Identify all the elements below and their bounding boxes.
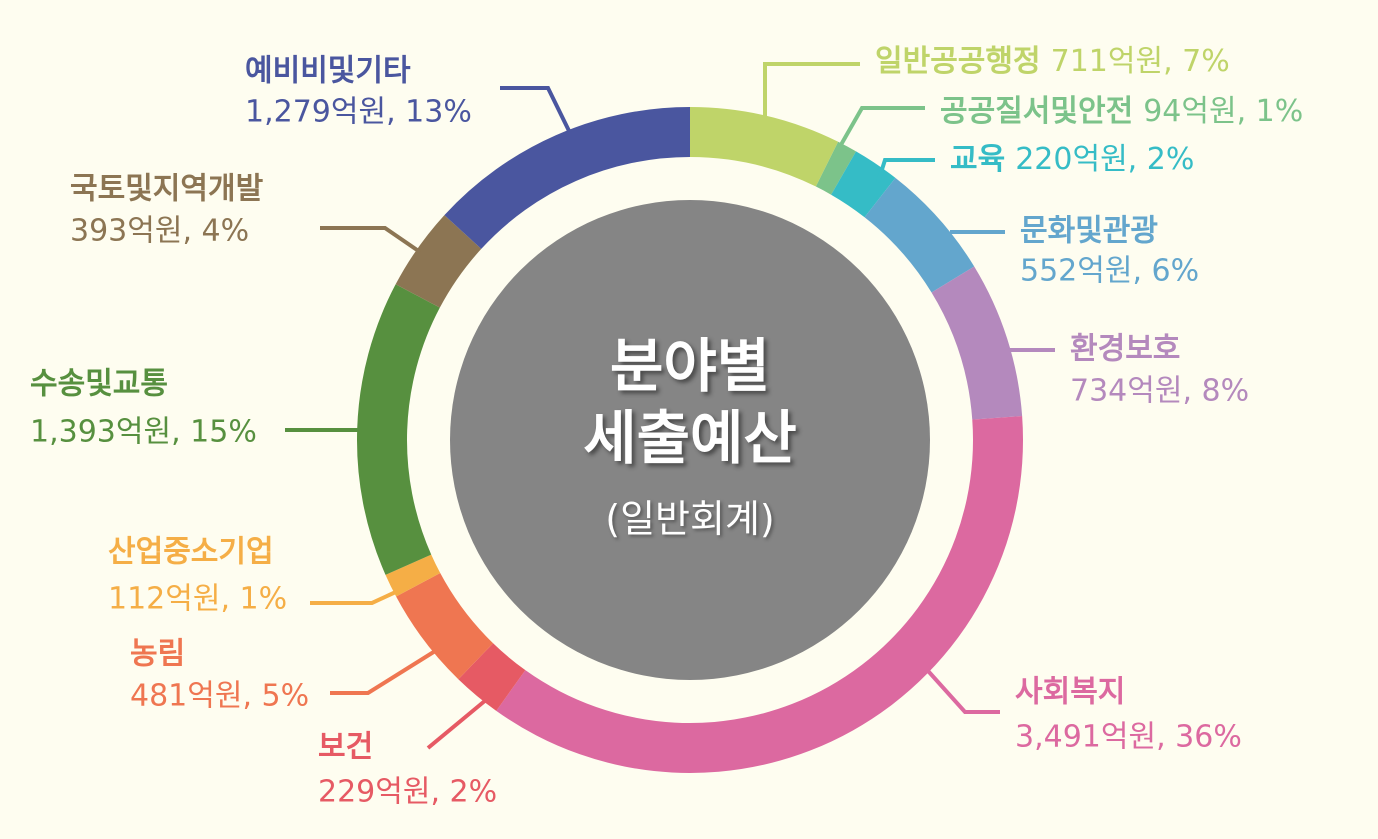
segment-label: 공공질서및안전 94억원, 1% <box>940 94 1303 129</box>
category-label: 예비비및기타 <box>245 54 411 89</box>
donut-segment <box>496 415 1023 774</box>
donut-segment <box>396 573 494 680</box>
leader-line <box>918 660 1000 714</box>
donut-segment <box>864 177 975 293</box>
center-label: 분야별 세출예산 (일반회계) <box>530 330 850 543</box>
leader-line <box>310 588 401 605</box>
leader-line <box>836 106 925 151</box>
category-label: 보건 <box>318 730 373 765</box>
value-label: 229억원, 2% <box>318 775 497 810</box>
value-label: 112억원, 1% <box>108 582 287 617</box>
donut-segment <box>395 215 482 308</box>
leader-line <box>876 158 935 183</box>
leader-line <box>763 62 860 120</box>
value-label: 711억원, 7% <box>1051 44 1230 79</box>
value-label: 552억원, 6% <box>1020 254 1199 289</box>
center-disc <box>450 200 930 680</box>
category-label: 공공질서및안전 <box>940 94 1133 129</box>
category-label: 수송및교통 <box>30 367 168 402</box>
category-label: 산업중소기업 <box>108 535 274 570</box>
value-label: 1,279억원, 13% <box>245 95 472 130</box>
chart-subtitle: (일반회계) <box>605 497 775 541</box>
category-label: 일반공공행정 <box>875 44 1041 79</box>
value-label: 94억원, 1% <box>1143 94 1303 129</box>
value-label: 481억원, 5% <box>130 679 309 714</box>
leader-line <box>426 688 500 750</box>
donut-segment <box>458 643 526 711</box>
leader-line <box>330 646 442 695</box>
category-label: 교육 <box>950 142 1005 177</box>
category-label: 환경보호 <box>1070 332 1180 367</box>
donut-segment <box>690 107 839 187</box>
category-label: 농림 <box>130 637 185 672</box>
segment-label: 일반공공행정 711억원, 7% <box>875 44 1230 79</box>
value-label: 3,491억원, 36% <box>1015 720 1242 755</box>
value-label: 220억원, 2% <box>1015 142 1194 177</box>
value-label: 1,393억원, 15% <box>30 415 257 450</box>
leader-line <box>320 226 422 254</box>
donut-segment <box>815 141 857 195</box>
leader-line <box>500 86 574 138</box>
category-label: 국토및지역개발 <box>70 172 264 207</box>
donut-segment <box>931 266 1023 420</box>
category-label: 사회복지 <box>1015 675 1125 710</box>
donut-segment <box>444 107 690 249</box>
donut-segment <box>385 554 441 597</box>
category-label: 문화및관광 <box>1020 214 1158 249</box>
value-label: 393억원, 4% <box>70 214 249 249</box>
value-label: 734억원, 8% <box>1070 374 1249 409</box>
donut-segment <box>831 151 896 218</box>
segment-label: 교육 220억원, 2% <box>950 142 1194 177</box>
chart-title: 분야별 세출예산 <box>583 332 797 472</box>
donut-segment <box>357 284 440 575</box>
